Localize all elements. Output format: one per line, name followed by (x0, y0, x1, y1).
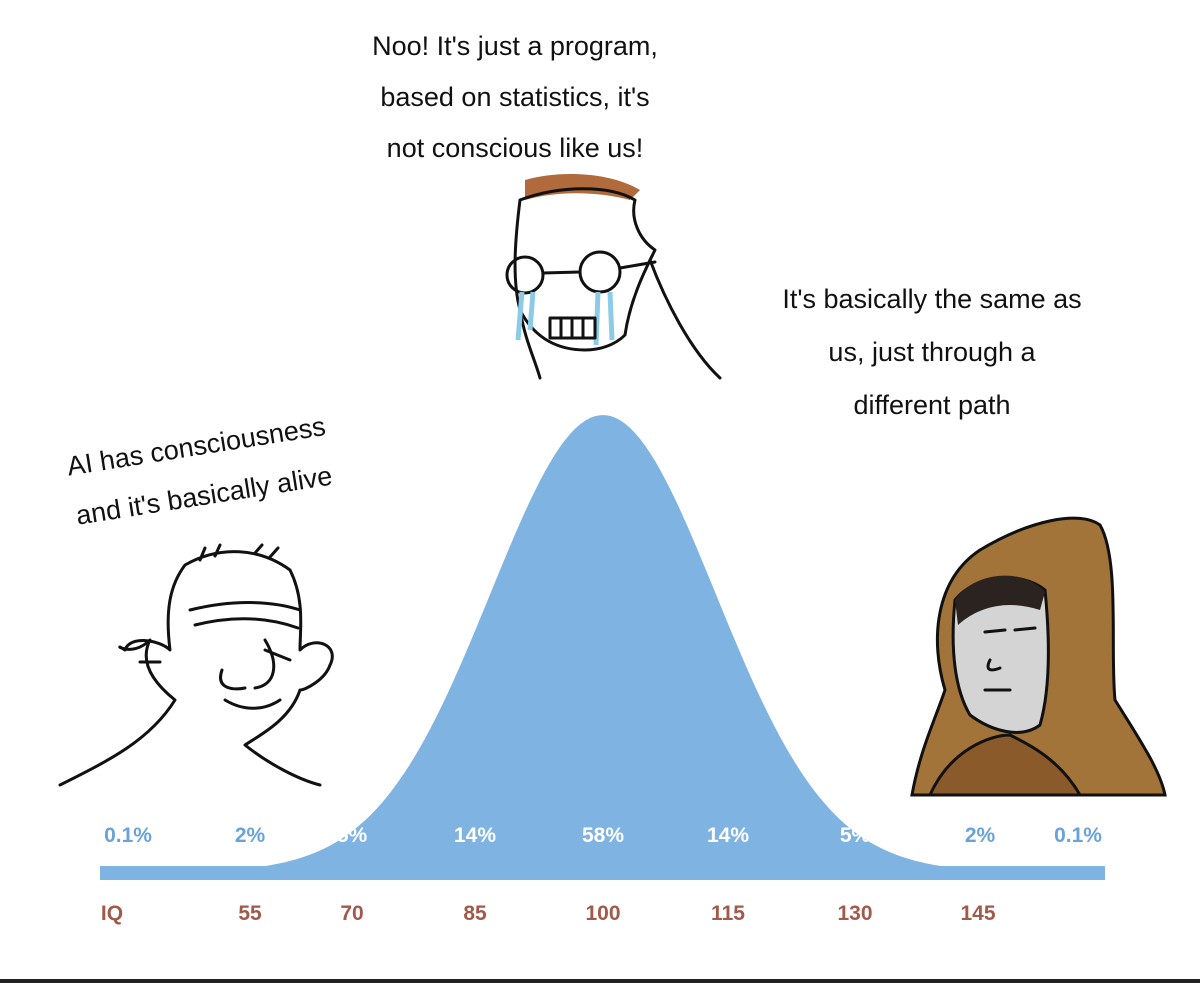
iq-label: IQ (101, 902, 123, 925)
caption-top-line: based on statistics, it's (380, 82, 649, 112)
caption-right-line: us, just through a (828, 337, 1036, 367)
curve-base (100, 866, 1105, 880)
percent-label: 5% (337, 824, 368, 847)
iq-label: 115 (711, 902, 745, 925)
caption-right-line: different path (853, 390, 1010, 420)
percent-label: 2% (965, 824, 996, 847)
caption-right-line: It's basically the same as (782, 284, 1081, 314)
right-face (910, 516, 1167, 797)
percent-label: 0.1% (1054, 824, 1102, 847)
percent-label: 14% (707, 824, 749, 847)
iq-label: 100 (585, 902, 620, 925)
left-face (58, 543, 334, 787)
iq-label: 85 (463, 902, 487, 925)
percent-label: 0.1% (104, 824, 152, 847)
iq-label: 55 (238, 902, 262, 925)
percent-label: 2% (235, 824, 266, 847)
caption-top-line: Noo! It's just a program, (372, 31, 658, 61)
top-face (505, 174, 722, 380)
percent-label: 5% (840, 824, 871, 847)
percent-label: 14% (454, 824, 496, 847)
iq-label: 130 (837, 902, 872, 925)
iq-label: 70 (340, 902, 363, 925)
iq-label: 145 (960, 902, 995, 925)
caption-top-line: not conscious like us! (387, 133, 644, 163)
percent-label: 58% (582, 824, 624, 847)
bell-curve (100, 415, 1105, 880)
